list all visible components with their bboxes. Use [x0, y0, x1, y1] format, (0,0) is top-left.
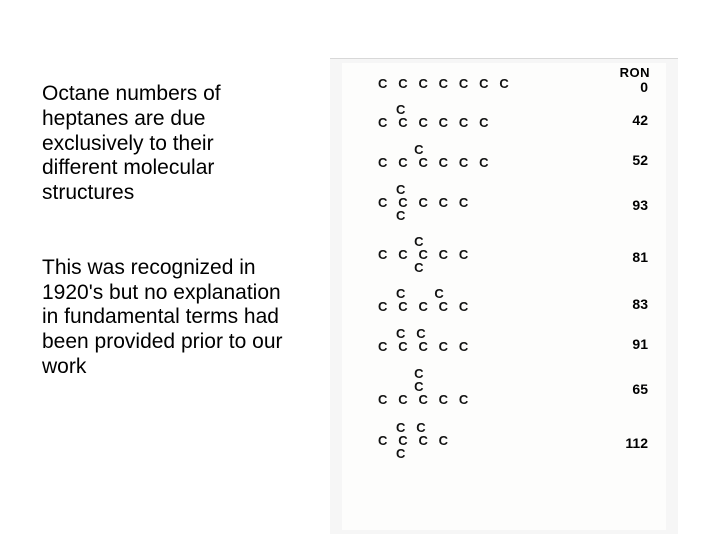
text-column: Octane numbers of heptanes are due exclu… — [42, 82, 292, 430]
isomer-structure: C C C C C C C — [378, 421, 448, 460]
figure-inner: RON C C C C C C C 0 C C C C C C C 42 C C C… — [342, 63, 666, 530]
ron-header: RON — [620, 65, 650, 80]
isomer-structure: C C C C C C C — [378, 287, 468, 313]
isomer-structure: C C C C C C C — [378, 183, 468, 222]
isomer-structure: C C C C C C C — [378, 327, 468, 353]
ron-value: 0 — [640, 79, 648, 95]
paragraph-1: Octane numbers of heptanes are due exclu… — [42, 82, 292, 206]
ron-value: 91 — [632, 336, 648, 352]
ron-value: 112 — [625, 435, 648, 451]
ron-value: 81 — [632, 249, 648, 265]
ron-value: 83 — [632, 296, 648, 312]
isomer-structure: C C C C C C C — [378, 367, 468, 406]
isomer-structure: C C C C C C C — [378, 235, 468, 274]
isomer-structure: C C C C C C C — [378, 77, 509, 90]
ron-value: 52 — [632, 152, 648, 168]
ron-value: 42 — [632, 112, 648, 128]
isomer-structure: C C C C C C C — [378, 143, 489, 169]
isomer-figure: RON C C C C C C C 0 C C C C C C C 42 C C C… — [330, 58, 678, 534]
paragraph-2: This was recognized in 1920's but no exp… — [42, 256, 292, 380]
ron-value: 65 — [632, 381, 648, 397]
isomer-structure: C C C C C C C — [378, 103, 489, 129]
ron-value: 93 — [632, 197, 648, 213]
